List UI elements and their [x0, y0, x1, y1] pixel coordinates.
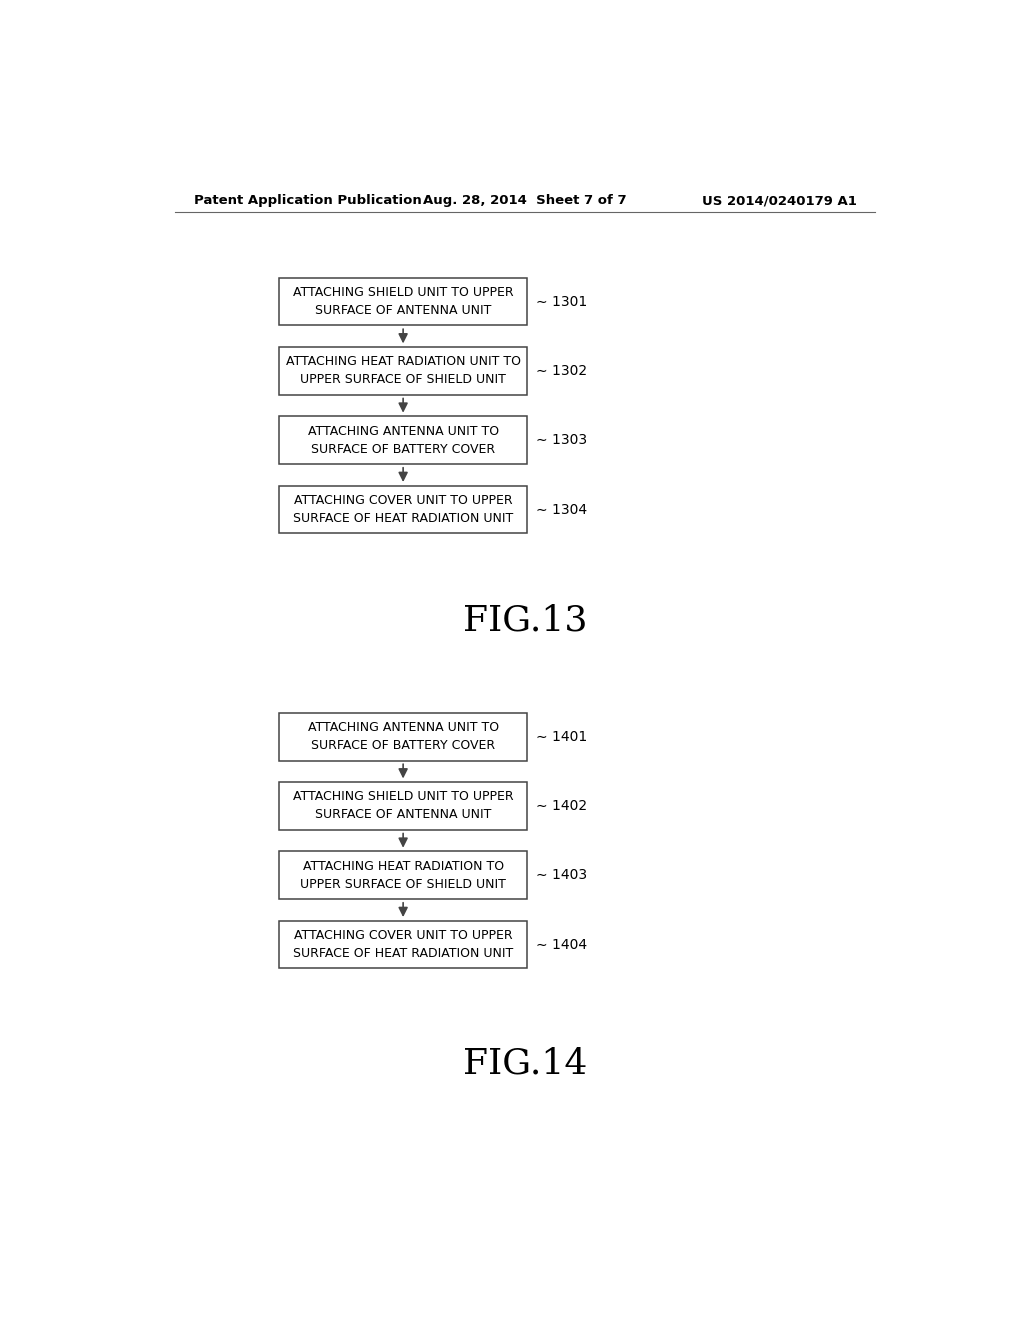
Text: ∼ 1401: ∼ 1401 [537, 730, 588, 743]
Text: ∼ 1304: ∼ 1304 [537, 503, 588, 516]
FancyBboxPatch shape [280, 851, 527, 899]
Text: FIG.14: FIG.14 [463, 1047, 587, 1080]
Text: US 2014/0240179 A1: US 2014/0240179 A1 [701, 194, 856, 207]
FancyBboxPatch shape [280, 416, 527, 465]
Text: ∼ 1302: ∼ 1302 [537, 364, 588, 378]
Text: ATTACHING SHIELD UNIT TO UPPER
SURFACE OF ANTENNA UNIT: ATTACHING SHIELD UNIT TO UPPER SURFACE O… [293, 791, 513, 821]
FancyBboxPatch shape [280, 921, 527, 969]
Text: ATTACHING COVER UNIT TO UPPER
SURFACE OF HEAT RADIATION UNIT: ATTACHING COVER UNIT TO UPPER SURFACE OF… [293, 494, 513, 525]
Text: FIG.13: FIG.13 [463, 603, 587, 638]
Text: ∼ 1301: ∼ 1301 [537, 294, 588, 309]
Text: ∼ 1402: ∼ 1402 [537, 799, 588, 813]
Text: ATTACHING ANTENNA UNIT TO
SURFACE OF BATTERY COVER: ATTACHING ANTENNA UNIT TO SURFACE OF BAT… [307, 425, 499, 455]
FancyBboxPatch shape [280, 486, 527, 533]
Text: Patent Application Publication: Patent Application Publication [194, 194, 422, 207]
FancyBboxPatch shape [280, 347, 527, 395]
Text: ∼ 1303: ∼ 1303 [537, 433, 588, 447]
FancyBboxPatch shape [280, 713, 527, 760]
Text: Aug. 28, 2014  Sheet 7 of 7: Aug. 28, 2014 Sheet 7 of 7 [423, 194, 627, 207]
Text: ATTACHING HEAT RADIATION TO
UPPER SURFACE OF SHIELD UNIT: ATTACHING HEAT RADIATION TO UPPER SURFAC… [300, 859, 506, 891]
Text: ∼ 1404: ∼ 1404 [537, 937, 588, 952]
Text: ATTACHING HEAT RADIATION UNIT TO
UPPER SURFACE OF SHIELD UNIT: ATTACHING HEAT RADIATION UNIT TO UPPER S… [286, 355, 520, 387]
FancyBboxPatch shape [280, 277, 527, 326]
Text: ATTACHING ANTENNA UNIT TO
SURFACE OF BATTERY COVER: ATTACHING ANTENNA UNIT TO SURFACE OF BAT… [307, 721, 499, 752]
FancyBboxPatch shape [280, 781, 527, 830]
Text: ATTACHING SHIELD UNIT TO UPPER
SURFACE OF ANTENNA UNIT: ATTACHING SHIELD UNIT TO UPPER SURFACE O… [293, 286, 513, 317]
Text: ATTACHING COVER UNIT TO UPPER
SURFACE OF HEAT RADIATION UNIT: ATTACHING COVER UNIT TO UPPER SURFACE OF… [293, 929, 513, 960]
Text: ∼ 1403: ∼ 1403 [537, 869, 588, 882]
